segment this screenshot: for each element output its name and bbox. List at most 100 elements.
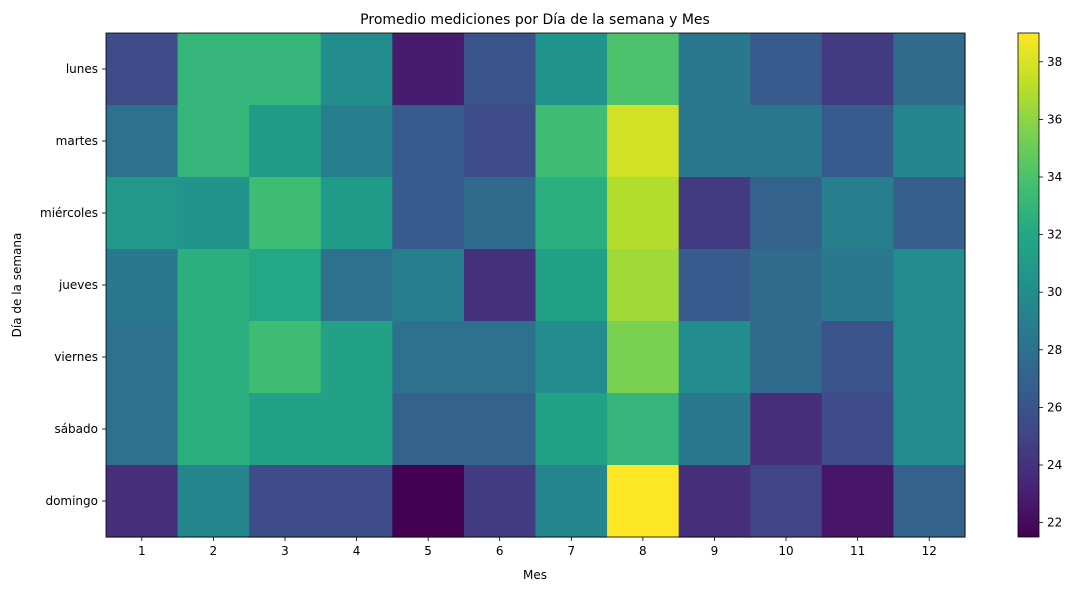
heatmap-cell [320,105,393,178]
heatmap-cell [607,393,680,466]
heatmap-cell [106,33,179,106]
heatmap-cell [177,465,250,538]
heatmap-cell [177,105,250,178]
heatmap-cell [535,177,608,250]
heatmap-cell [106,249,179,322]
heatmap-cell [392,105,465,178]
x-axis-label: Mes [523,568,547,582]
colorbar [1017,32,1040,538]
heatmap-cell [106,177,179,250]
y-tick-label: viernes [54,350,98,364]
heatmap-cell [249,465,322,538]
heatmap-cell [893,33,966,106]
y-axis-ticks: lunes martes miércoles jueves viernes sábado d… [40,62,106,508]
heatmap-cell [177,321,250,394]
heatmap-cell [607,465,680,538]
y-tick-label: sábado [54,422,98,436]
heatmap-cell [750,321,823,394]
heatmap-cell [821,393,895,466]
x-tick-label: 6 [496,544,504,558]
x-tick-label: 12 [922,544,937,558]
heatmap-cell [678,105,751,178]
y-tick-label: lunes [66,62,98,76]
heatmap-cell [177,177,250,250]
colorbar-tick-label: 26 [1047,400,1062,414]
heatmap-cell [249,393,322,466]
heatmap-cell [678,177,751,250]
x-tick-label: 8 [639,544,647,558]
heatmap-cell [463,33,537,106]
y-axis-label: Día de la semana [10,233,24,338]
heatmap-cell [535,249,608,322]
heatmap-cell [392,465,465,538]
colorbar-tick-label: 24 [1047,458,1062,472]
heatmap-cell [607,105,680,178]
heatmap-cell [607,33,680,106]
colorbar-tick-label: 38 [1047,55,1062,69]
heatmap-cell [249,249,322,322]
colorbar-tick-label: 32 [1047,228,1062,242]
colorbar-ticks: 22 24 26 28 30 32 34 36 38 [1039,55,1062,530]
heatmap-cell [821,105,895,178]
heatmap-cell [678,249,751,322]
colorbar-tick-label: 34 [1047,170,1062,184]
heatmap-cell [750,465,823,538]
heatmap-cell [607,321,680,394]
heatmap-cell [678,33,751,106]
x-tick-label: 9 [711,544,719,558]
heatmap-cell [750,249,823,322]
heatmap-cell [750,33,823,106]
heatmap-cell [607,249,680,322]
heatmap-cell [535,393,608,466]
heatmap-cell [320,177,393,250]
x-tick-label: 1 [138,544,146,558]
heatmap-cell [249,33,322,106]
heatmap-cell [249,177,322,250]
heatmap-cell [678,393,751,466]
heatmap-cell [320,393,393,466]
heatmap-cell [320,321,393,394]
heatmap-cell [320,249,393,322]
heatmap-cell [320,33,393,106]
heatmap-cell [177,393,250,466]
heatmap-cell [535,465,608,538]
x-tick-label: 3 [281,544,289,558]
heatmap-cell [750,105,823,178]
heatmap-cell [893,393,966,466]
heatmap-cell [821,177,895,250]
heatmap-cell [106,465,179,538]
x-tick-label: 2 [210,544,218,558]
chart-title: Promedio mediciones por Día de la semana… [360,12,710,28]
heatmap-cell [821,249,895,322]
colorbar-tick-label: 30 [1047,285,1062,299]
heatmap-cell [821,321,895,394]
heatmap-cell [392,177,465,250]
heatmap-cell [463,177,537,250]
heatmap-cell [106,321,179,394]
heatmap-cell [392,393,465,466]
heatmap-cell [821,465,895,538]
x-tick-label: 4 [353,544,361,558]
colorbar-tick-label: 28 [1047,343,1062,357]
colorbar-tick-label: 36 [1047,112,1062,126]
heatmap-cell [320,465,393,538]
heatmap-cell [678,321,751,394]
colorbar-tick-label: 22 [1047,516,1062,530]
heatmap-cell [463,249,537,322]
heatmap-cell [893,177,966,250]
heatmap-cell [177,33,250,106]
heatmap-cell [249,321,322,394]
y-tick-label: martes [56,134,98,148]
heatmap-cell [392,33,465,106]
heatmap-cell [463,393,537,466]
heatmap-cell [535,105,608,178]
heatmap-cell [893,105,966,178]
heatmap-cell [249,105,322,178]
heatmap-cell [535,321,608,394]
heatmap-cell [821,33,895,106]
y-tick-label: jueves [58,278,98,292]
heatmap-cell [535,33,608,106]
x-tick-label: 7 [567,544,575,558]
heatmap-cell [463,321,537,394]
